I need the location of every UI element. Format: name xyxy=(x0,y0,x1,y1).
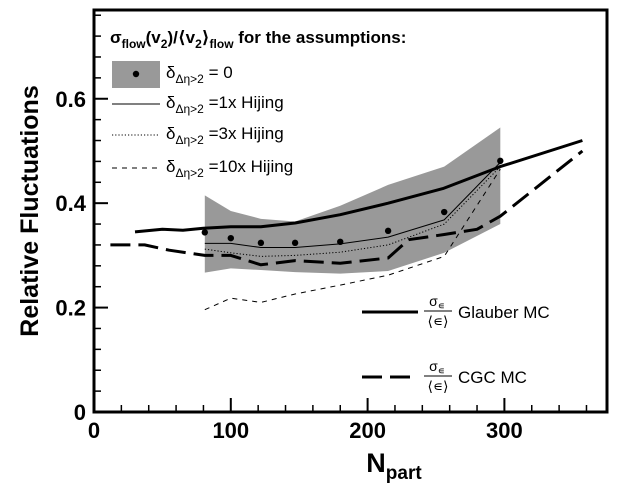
y-tick-label: 0.2 xyxy=(55,296,86,321)
legend-entry-label: δΔη>2 =1x Hijing xyxy=(166,93,284,116)
data-point xyxy=(257,239,265,247)
legend-delta: δ xyxy=(166,124,175,143)
legend-delta: δ xyxy=(166,157,175,176)
legend-text: = 0 xyxy=(204,63,233,82)
x-tick-label: 0 xyxy=(88,418,100,443)
legend-delta-sub: Δη>2 xyxy=(175,72,204,86)
series-line-thin-dashed xyxy=(204,168,501,311)
legend-entry-band: δΔη>2 = 0 xyxy=(112,61,233,88)
legend-title-sigma: σ xyxy=(110,28,122,47)
legend-entry-1x-hijing: δΔη>2 =1x Hijing xyxy=(112,93,284,116)
legend-title-ratio-open: (v xyxy=(146,28,162,47)
legend-delta-sub: Δη>2 xyxy=(175,166,204,180)
legend-entry-10x-hijing: δΔη>2 =10x Hijing xyxy=(112,157,293,180)
legend-text: =10x Hijing xyxy=(204,157,293,176)
legend-entry-3x-hijing: δΔη>2 =3x Hijing xyxy=(112,124,284,147)
data-point xyxy=(384,227,392,235)
data-point xyxy=(201,229,209,236)
y-tick-label: 0.6 xyxy=(55,87,86,112)
legend-delta: δ xyxy=(166,63,175,82)
legend-title-ratio-mid: )/⟨v xyxy=(167,28,195,47)
cgc-fraction-numerator: σ∊ xyxy=(429,358,445,377)
annotation-glauber-mc: σ∊ ⟨∊⟩ Glauber MC xyxy=(362,293,550,329)
legend-title-ratio-close: ⟩ xyxy=(202,28,210,47)
x-axis-label: Npart xyxy=(366,448,422,484)
tick-layer: 0 100 200 300 0 0.2 0.4 0.6 xyxy=(55,14,588,443)
data-point xyxy=(291,239,299,247)
legend-delta-sub: Δη>2 xyxy=(175,102,204,116)
legend-point-marker xyxy=(132,70,140,78)
x-tick-label: 100 xyxy=(212,418,249,443)
legend-delta: δ xyxy=(166,93,175,112)
glauber-fraction-numerator: σ∊ xyxy=(429,293,445,312)
y-axis-label: Relative Fluctuations xyxy=(16,85,44,336)
cgc-fraction-denominator: ⟨∊⟩ xyxy=(428,378,449,394)
series-line-thick-solid xyxy=(134,139,583,234)
legend-title-ratio-sub-flow: flow xyxy=(210,37,235,51)
data-point xyxy=(497,157,504,165)
legend-text: =3x Hijing xyxy=(204,124,284,143)
legend-title-sigma-sub: flow xyxy=(122,37,147,51)
y-tick-label: 0 xyxy=(74,400,86,425)
data-point xyxy=(337,238,344,246)
y-tick-label: 0.4 xyxy=(55,191,86,216)
x-tick-label: 300 xyxy=(486,418,523,443)
series-line-thin-solid xyxy=(204,162,501,248)
legend-title-ratio-sub-2: 2 xyxy=(161,37,168,51)
x-tick-label: 200 xyxy=(349,418,386,443)
x-axis-label-sub: part xyxy=(386,463,423,484)
annotation-cgc-mc: σ∊ ⟨∊⟩ CGC MC xyxy=(362,358,527,394)
legend-text: =1x Hijing xyxy=(204,93,284,112)
series-line-thick-dashed xyxy=(110,149,584,267)
data-point xyxy=(227,234,234,242)
x-axis-label-main: N xyxy=(366,448,386,478)
series-line-dotted xyxy=(204,166,501,257)
glauber-label: Glauber MC xyxy=(458,303,550,322)
legend-delta-sub: Δη>2 xyxy=(175,133,204,147)
points-layer xyxy=(201,157,504,247)
legend-entry-label: δΔη>2 = 0 xyxy=(166,63,233,86)
cgc-label: CGC MC xyxy=(458,368,527,387)
legend-title-tail: for the assumptions: xyxy=(234,28,407,47)
legend-title-ratio-sub-2b: 2 xyxy=(195,37,202,51)
data-point xyxy=(441,208,448,216)
legend-entry-label: δΔη>2 =10x Hijing xyxy=(166,157,293,180)
legend-title: σflow(v2)/⟨v2⟩flow for the assumptions: xyxy=(110,28,406,51)
legend-entry-label: δΔη>2 =3x Hijing xyxy=(166,124,284,147)
glauber-fraction-denominator: ⟨∊⟩ xyxy=(428,313,449,329)
series-layer xyxy=(110,139,584,311)
